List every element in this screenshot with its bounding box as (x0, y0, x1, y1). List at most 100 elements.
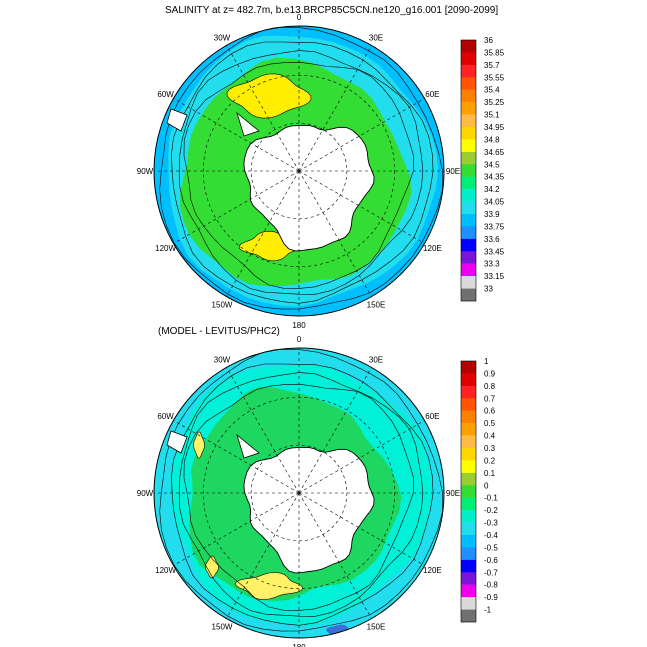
colorbar-swatch (461, 64, 476, 78)
colorbar-swatch (461, 251, 476, 264)
colorbar-swatch (461, 151, 476, 165)
latitude-circle (203, 75, 395, 267)
colorbar-label: 34.35 (484, 173, 505, 182)
meridian-line (173, 98, 300, 172)
colorbar-swatch (461, 522, 476, 536)
meridian-line (226, 45, 300, 172)
colorbar-swatch (461, 361, 476, 374)
meridian-line (226, 367, 300, 494)
colorbar-swatch (461, 423, 476, 436)
colorbar-swatch (461, 398, 476, 411)
colorbar-swatch (461, 276, 476, 289)
colorbar-swatch (461, 547, 476, 560)
colorbar-swatch (461, 288, 476, 302)
colorbar-label: 0.4 (484, 432, 496, 441)
longitude-label: 150W (212, 622, 233, 631)
longitude-label: 60E (425, 90, 439, 99)
colorbar-swatch (461, 139, 476, 152)
colorbar-label: -0.5 (484, 543, 498, 552)
longitude-label: 120E (423, 566, 442, 575)
colorbar-label: 34.5 (484, 160, 500, 169)
antarctic-peninsula (236, 111, 260, 137)
longitude-label: 0 (297, 13, 302, 22)
colorbar-label: 35.1 (484, 111, 500, 120)
colorbar-label: 33 (484, 285, 493, 294)
colorbar-swatch (461, 214, 476, 227)
colorbar-label: 34.65 (484, 148, 505, 157)
colorbar-label: 0.5 (484, 419, 496, 428)
longitude-label: 30W (214, 356, 231, 365)
colorbar-label: -0.3 (484, 519, 498, 528)
longitude-label: 60W (157, 412, 174, 421)
longitude-label: 60W (157, 90, 174, 99)
colorbar-swatch (461, 435, 476, 449)
colorbar-swatch (461, 448, 476, 461)
longitude-label: 30E (369, 356, 383, 365)
colorbar-swatch (461, 238, 476, 252)
colorbar-swatch (461, 164, 476, 177)
south-america-tip (166, 108, 188, 132)
colorbar-label: 33.15 (484, 272, 505, 281)
colorbar-swatch (461, 373, 476, 386)
latitude-circle (203, 396, 395, 589)
colorbar-label: 0.6 (484, 407, 496, 416)
meridian-line (298, 170, 372, 297)
colorbar-label: 0.7 (484, 394, 496, 403)
bottom-map-title: (MODEL - LEVITUS/PHC2) (158, 326, 280, 337)
latitude-circle (250, 122, 348, 220)
colorbar-label: 34.05 (484, 198, 505, 207)
colorbar-bottom: 1 0.9 0.8 0.7 0.6 0.5 0.4 0.3 0.2 0.1 0 -0.1 -0.2 -0.… (460, 357, 498, 623)
meridian-line (173, 170, 300, 244)
colorbar-swatch (461, 201, 476, 215)
antarctic-peninsula (236, 433, 260, 459)
colorbar-label: 34.2 (484, 185, 500, 194)
longitude-label: 180 (292, 643, 306, 647)
longitude-label: 150W (212, 300, 233, 309)
colorbar-label: 35.85 (484, 48, 505, 57)
colorbar-swatch (461, 609, 476, 623)
colorbar-label: 35.7 (484, 61, 500, 70)
colorbar-label: 33.45 (484, 247, 505, 256)
longitude-label: 30E (369, 34, 383, 43)
map-bottom-difference: 0 30E 60E 90E 120E 150E 180 150W 120W 90W 60W 30W (137, 335, 460, 647)
colorbar-label: -0.4 (484, 531, 498, 540)
colorbar-swatch (461, 385, 476, 399)
colorbar-label: 0 (484, 481, 489, 490)
colorbar-swatch (461, 410, 476, 424)
map-fill (154, 26, 444, 316)
meridian-line (298, 492, 372, 619)
colorbar-label: 0.2 (484, 456, 496, 465)
colorbar-frame (460, 39, 477, 302)
meridian-line (298, 492, 425, 566)
longitude-label: 150E (367, 622, 386, 631)
colorbar-swatch (461, 535, 476, 548)
anomaly-max-west (205, 555, 219, 579)
colorbar-label: 33.6 (484, 235, 500, 244)
meridian-line (226, 492, 300, 619)
colorbar-label: -1 (484, 606, 492, 615)
colorbar-label: -0.6 (484, 556, 498, 565)
colorbar-swatch (461, 226, 476, 239)
salinity-max-atlantic (226, 73, 312, 119)
colorbar-label: 0.8 (484, 382, 496, 391)
anomaly-max-drake (193, 431, 205, 459)
longitude-label: 90E (446, 167, 460, 176)
meridian-line (298, 420, 425, 494)
colorbar-label: 33.9 (484, 210, 500, 219)
colorbar-swatch (461, 497, 476, 511)
colorbar-swatch (461, 559, 476, 573)
colorbar-label: 35.4 (484, 86, 500, 95)
colorbar-swatch (461, 89, 476, 103)
longitude-label: 90W (137, 167, 154, 176)
colorbar-swatch (461, 510, 476, 523)
colorbar-label: 1 (484, 357, 489, 366)
colorbar-label: 36 (484, 36, 493, 45)
colorbar-swatch (461, 189, 476, 202)
meridian-line (298, 45, 372, 172)
colorbar-label: -0.9 (484, 593, 498, 602)
meridian-line (173, 492, 300, 566)
colorbar-swatch (461, 127, 476, 140)
colorbar-top: 36 35.85 35.7 35.55 35.4 35.25 35.1 34.95 34.8 34… (460, 36, 505, 302)
longitude-label: 60E (425, 412, 439, 421)
